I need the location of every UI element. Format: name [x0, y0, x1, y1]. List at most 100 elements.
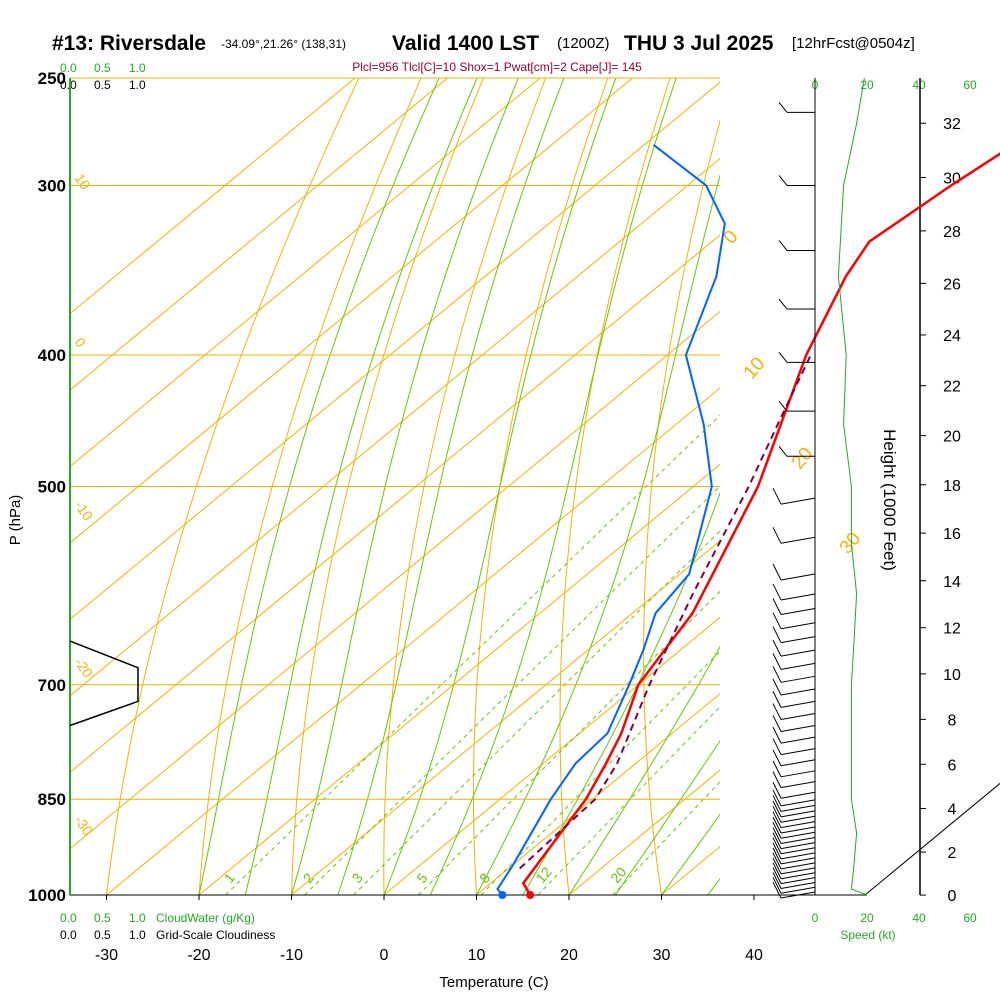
wind-barb-flag	[772, 612, 782, 629]
moist-adiabat	[614, 739, 720, 895]
cloud-scale-bottom-green-0: 0.0	[60, 911, 77, 925]
temperature-surface-point	[526, 891, 535, 899]
pressure-tick-label: 500	[38, 478, 66, 497]
height-tick-label: 6	[948, 757, 957, 774]
moist-adiabat	[522, 491, 720, 895]
height-tick-label: 26	[943, 276, 961, 293]
wind-barb-flag	[772, 738, 782, 755]
pressure-tick-label: 250	[38, 69, 66, 88]
cloud-scale-bottom-green-2: 1.0	[129, 911, 146, 925]
wind-barb-flag	[772, 867, 782, 884]
parcel-profile	[519, 354, 812, 870]
cloudiness-profile	[69, 640, 139, 727]
isotherm-line	[70, 78, 541, 468]
isobar-grid	[70, 77, 720, 896]
isotherm-line	[70, 78, 356, 315]
wind-barb-flag	[772, 857, 782, 875]
cloudiness-label: Grid-Scale Cloudiness	[156, 928, 275, 942]
cloud-scale-bottom-green-1: 0.5	[94, 911, 111, 925]
wind-barb	[780, 867, 816, 875]
x-tick-label: 20	[560, 947, 578, 964]
wind-barb-flag	[772, 789, 782, 807]
mixing-ratio-line	[353, 530, 720, 895]
dewpoint-surface-point	[498, 891, 507, 899]
wind-barb-flag	[772, 771, 782, 788]
mixing-ratio-label: 3	[349, 870, 366, 886]
wind-barb	[780, 815, 816, 823]
speed-bottom-20: 20	[860, 911, 874, 925]
wind-barb-flag	[772, 795, 782, 812]
wind-barb-flag	[772, 837, 782, 855]
pressure-tick-label: 700	[38, 676, 66, 695]
wind-barb	[780, 781, 816, 789]
dry-adiabat	[643, 119, 720, 895]
wind-barb	[780, 862, 816, 870]
wind-barb	[780, 842, 816, 850]
wind-panel	[772, 77, 868, 899]
wind-barb	[780, 497, 816, 505]
wind-barb-flag	[772, 678, 782, 696]
wind-barb	[780, 881, 816, 889]
height-tick-label: 0	[948, 888, 957, 905]
wind-barb	[780, 857, 816, 865]
wind-barb	[780, 724, 816, 732]
wind-speed-profile	[837, 77, 868, 896]
wind-barb	[780, 821, 816, 829]
height-tick-label: 18	[943, 478, 961, 495]
mixing-ratio-label: 20	[607, 864, 629, 886]
axes	[69, 78, 1000, 900]
wind-barb	[780, 759, 816, 767]
dry-adiabat	[198, 78, 422, 895]
wind-barb	[780, 713, 816, 721]
moist-adiabat	[244, 78, 478, 895]
wind-barb	[780, 836, 816, 844]
wind-barb-flag	[772, 626, 782, 643]
height-tick-label: 10	[943, 667, 961, 684]
zulu-time: (1200Z)	[557, 35, 610, 52]
x-tick-label: 30	[653, 947, 671, 964]
x-tick-label: -20	[187, 947, 210, 964]
mixing-ratio-line	[537, 706, 720, 895]
cloud-scale-top-green-0: 0.0	[60, 61, 77, 75]
wind-barb-flag	[772, 832, 782, 849]
dry-adiabat	[106, 78, 360, 895]
wind-barb	[780, 831, 816, 839]
cloud-scale-bottom-black-0: 0.0	[60, 928, 77, 942]
isotherm-label: 30	[836, 529, 866, 559]
pressure-tick-label: 300	[38, 176, 66, 195]
valid-time: Valid 1400 LST	[392, 32, 539, 55]
mixing-ratio-label: 1	[221, 870, 238, 886]
wind-barb	[780, 770, 816, 778]
wind-barb-flag	[772, 847, 782, 865]
height-tick-label: 8	[948, 712, 957, 729]
wind-barb-flag	[772, 666, 782, 683]
speed-top-60: 60	[963, 78, 977, 92]
wind-barb-flag	[772, 703, 782, 720]
height-tick-label: 4	[948, 801, 957, 818]
height-tick-label: 12	[943, 621, 961, 638]
wind-barb-flag	[772, 800, 782, 818]
cloud-scale-bottom-black-2: 1.0	[129, 928, 146, 942]
x-tick-label: 40	[745, 947, 763, 964]
wind-barb-flag	[772, 691, 782, 708]
wind-barb-flag	[778, 400, 788, 412]
station-title: #13: Riversdale	[52, 32, 206, 55]
moist-adiabat	[754, 78, 1000, 895]
dry-adiabat	[472, 78, 609, 895]
wind-barb	[780, 804, 816, 812]
cloud-scale-top-black-0: 0.0	[60, 78, 77, 92]
cloud-scale-bottom-black-1: 0.5	[94, 928, 111, 942]
wind-barb	[780, 852, 816, 860]
isotherm-line	[847, 78, 1000, 895]
wind-barb-flag	[772, 487, 782, 505]
wind-barb-flag	[772, 583, 782, 601]
height-tick-label: 22	[943, 379, 961, 396]
dewpoint-profile	[496, 144, 726, 896]
isotherm-label: -10	[72, 498, 97, 524]
cloudwater-label: CloudWater (g/Kg)	[156, 911, 255, 925]
wind-barb	[780, 810, 816, 818]
mixing-ratio-label: 2	[300, 870, 317, 886]
temperature-profile	[521, 152, 1000, 896]
wind-barb-flag	[772, 782, 782, 799]
